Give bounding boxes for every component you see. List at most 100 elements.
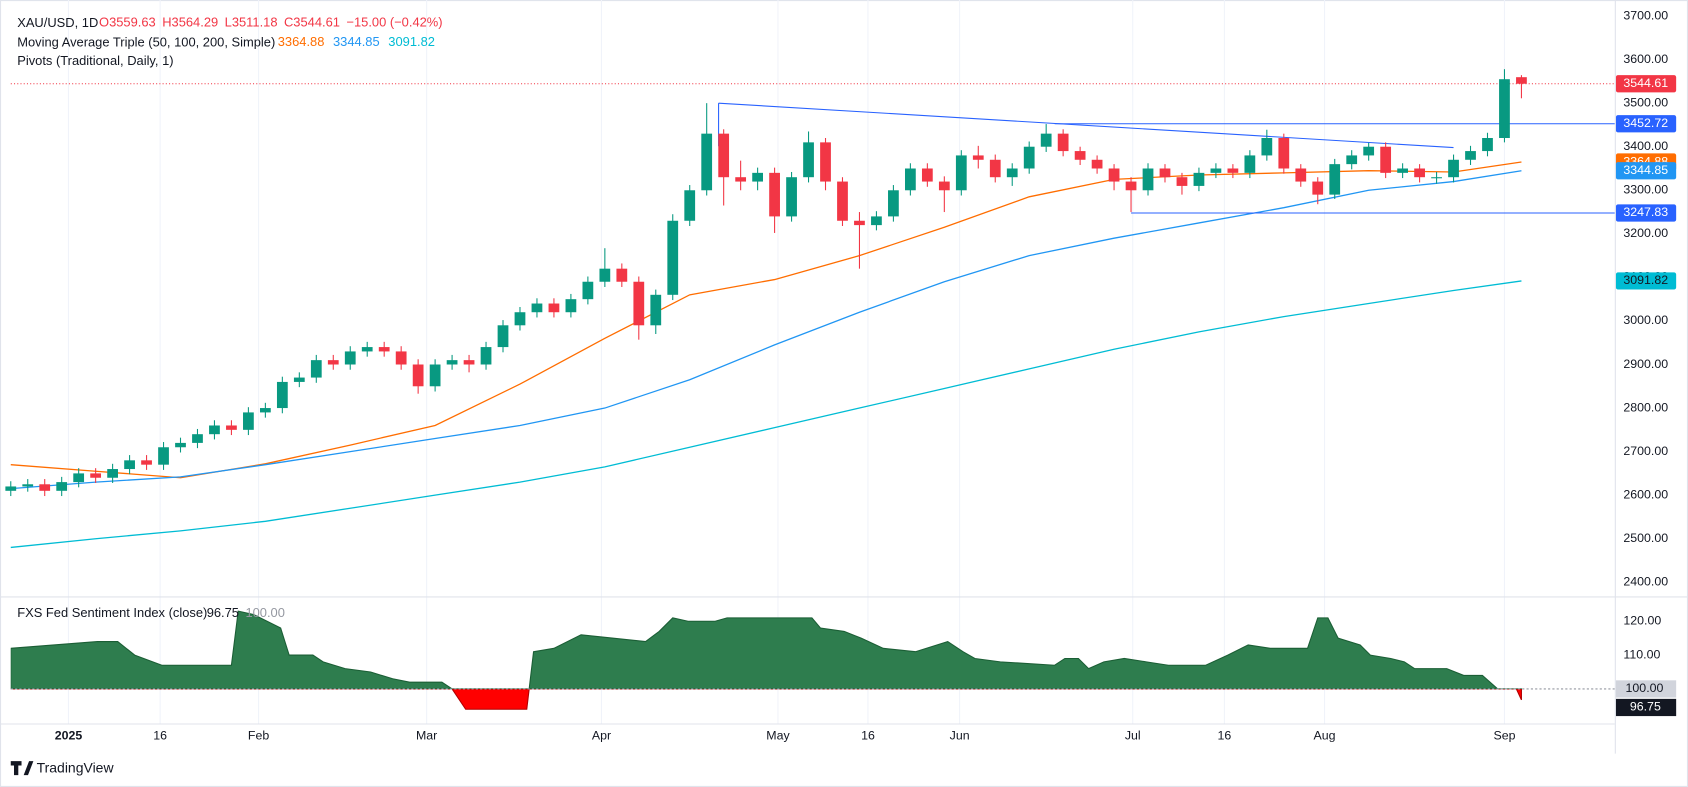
candle-body xyxy=(1499,79,1510,139)
ohlc-value: C3544.61 xyxy=(284,15,340,30)
x-tick-label: 16 xyxy=(1218,729,1232,743)
x-tick-label: 2025 xyxy=(55,729,83,743)
y-tick-label: 2800.00 xyxy=(1623,400,1668,414)
baseline-badge xyxy=(1615,680,1677,698)
candle-body xyxy=(684,190,696,221)
y-tick-label: 3600.00 xyxy=(1623,52,1668,66)
ohlc: O3559.63 H3564.29 L3511.18 C3544.61 −15.00 (… xyxy=(99,15,443,30)
candle-body xyxy=(837,181,848,221)
candle-body xyxy=(497,325,509,348)
sentiment-pane xyxy=(10,610,1615,710)
x-tick-label: Jun xyxy=(950,729,970,743)
candle-body xyxy=(1329,164,1341,195)
candle-body xyxy=(531,303,543,313)
candle-body xyxy=(1176,177,1188,186)
candle-body xyxy=(209,425,220,435)
candle-body xyxy=(1142,168,1154,191)
ma-value: 3091.82 xyxy=(388,34,435,49)
candle-body xyxy=(1091,159,1103,169)
price-badge xyxy=(1615,162,1677,180)
candle-body xyxy=(904,168,916,191)
last-badge-label: 96.75 xyxy=(1630,700,1661,714)
candle-body xyxy=(633,281,645,326)
candle-body xyxy=(1278,138,1290,169)
symbol-title: XAU/USD, 1D xyxy=(17,15,98,30)
candle-body xyxy=(1397,168,1409,173)
x-tick-label: Jul xyxy=(1125,729,1141,743)
candle-body xyxy=(276,381,288,409)
x-tick-label: Feb xyxy=(248,729,269,743)
candle-body xyxy=(327,360,339,365)
candle-body xyxy=(1227,168,1239,173)
candle-body xyxy=(1414,168,1425,178)
moving-average xyxy=(10,170,1522,490)
candle-body xyxy=(1448,159,1459,178)
candle-body xyxy=(514,312,526,326)
candle-body xyxy=(854,220,865,226)
candle-body xyxy=(39,484,51,491)
candle-body xyxy=(1159,168,1171,178)
price-badge xyxy=(1615,204,1677,222)
y-tick-label: 2700.00 xyxy=(1623,444,1668,458)
candle-body xyxy=(921,168,933,182)
candle-body xyxy=(5,486,17,491)
candle-body xyxy=(1057,133,1069,152)
candle-body xyxy=(1125,181,1137,191)
price-badge xyxy=(1615,75,1677,93)
candle-body xyxy=(1261,138,1273,156)
candle-body xyxy=(412,364,424,387)
candle-body xyxy=(616,268,628,282)
y-tick-label: 3000.00 xyxy=(1623,313,1668,327)
candle-body xyxy=(1023,146,1035,169)
candle-body xyxy=(344,351,356,365)
y-tick-label: 3200.00 xyxy=(1623,226,1668,240)
price-badge-label: 3247.83 xyxy=(1623,205,1668,219)
y-tick-label: 3400.00 xyxy=(1623,139,1668,153)
ma-values: 3364.88 3344.85 3091.82 xyxy=(278,34,435,49)
candle-body xyxy=(1516,77,1527,84)
candle-body xyxy=(429,364,441,387)
y-tick-label: 2500.00 xyxy=(1623,531,1668,545)
candle-body xyxy=(90,473,102,478)
price-badge xyxy=(1615,272,1677,290)
price-badge-label: 3452.72 xyxy=(1623,116,1668,130)
candle-body xyxy=(803,142,814,178)
price-badge-label: 3344.85 xyxy=(1623,163,1668,177)
candle-body xyxy=(1006,168,1018,178)
baseline-legend: 100.00 xyxy=(245,605,284,620)
candle-body xyxy=(310,360,322,378)
candle-body xyxy=(548,303,560,313)
brand-logo xyxy=(10,761,34,776)
y-tick-label: 110.00 xyxy=(1623,647,1660,661)
candle-body xyxy=(480,347,492,365)
candle-body xyxy=(667,220,679,295)
candle-body xyxy=(1482,138,1493,152)
sentiment-area-above xyxy=(10,610,1522,689)
candle-body xyxy=(972,155,984,160)
indicator-label: Moving Average Triple (50, 100, 200, Sim… xyxy=(17,34,275,49)
candle-body xyxy=(769,172,780,217)
candle-body xyxy=(1295,168,1307,182)
ohlc-value: O3559.63 xyxy=(99,15,156,30)
x-tick-label: Apr xyxy=(592,729,611,743)
candle-body xyxy=(938,181,950,191)
price-badge-label: 3091.82 xyxy=(1623,273,1668,287)
baseline-badge-label: 100.00 xyxy=(1626,681,1664,695)
brand: TradingView xyxy=(10,759,115,776)
candle-body xyxy=(226,425,237,430)
candle-body xyxy=(107,469,118,478)
ohlc-value: H3564.29 xyxy=(162,15,218,30)
candle-body xyxy=(175,442,186,448)
candle-body xyxy=(752,172,763,182)
candle-body xyxy=(735,177,747,182)
candle-body xyxy=(1363,146,1375,156)
x-tick-label: Mar xyxy=(416,729,437,743)
last-badge xyxy=(1615,698,1677,717)
brand-name: TradingView xyxy=(37,759,115,775)
y-tick-label: 3700.00 xyxy=(1623,8,1668,22)
ma-value: 3364.88 xyxy=(278,34,325,49)
candle-body xyxy=(463,360,475,365)
ma-value: 3344.85 xyxy=(333,34,380,49)
axes: 3700.00 3600.00 3500.00 3400.00 3300.00 3200.… xyxy=(55,8,1677,743)
